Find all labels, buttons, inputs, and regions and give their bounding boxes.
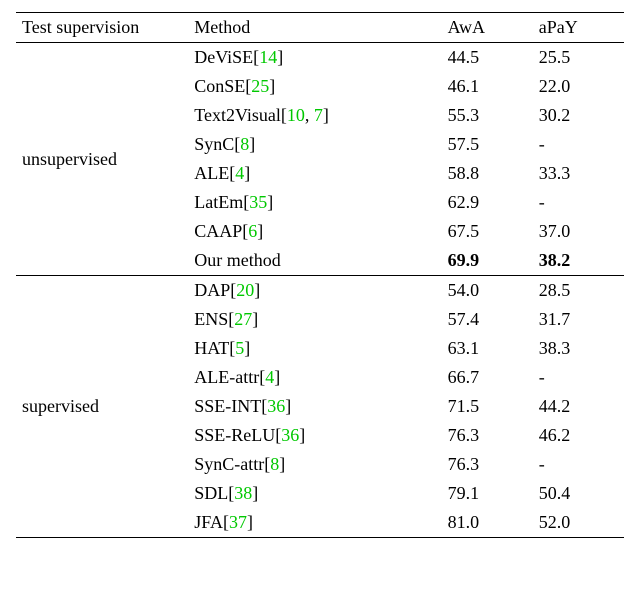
method-cell: ConSE[25] xyxy=(188,72,441,101)
citation-link[interactable]: 37 xyxy=(229,512,247,532)
method-cell: HAT[5] xyxy=(188,334,441,363)
method-cell: CAAP[6] xyxy=(188,217,441,246)
method-cell: JFA[37] xyxy=(188,508,441,538)
apay-cell: 52.0 xyxy=(533,508,624,538)
awa-cell: 57.5 xyxy=(442,130,533,159)
awa-cell: 81.0 xyxy=(442,508,533,538)
awa-cell: 69.9 xyxy=(442,246,533,276)
results-table: Test supervision Method AwA aPaY unsuper… xyxy=(16,12,624,538)
citation-link[interactable]: 4 xyxy=(235,163,244,183)
awa-cell: 62.9 xyxy=(442,188,533,217)
awa-cell: 57.4 xyxy=(442,305,533,334)
awa-cell: 79.1 xyxy=(442,479,533,508)
apay-cell: 33.3 xyxy=(533,159,624,188)
apay-cell: 37.0 xyxy=(533,217,624,246)
citation-link[interactable]: 7 xyxy=(314,105,323,125)
method-cell: ALE-attr[4] xyxy=(188,363,441,392)
citation-link[interactable]: 36 xyxy=(267,396,285,416)
method-cell: SDL[38] xyxy=(188,479,441,508)
method-cell: Our method xyxy=(188,246,441,276)
citation-link[interactable]: 35 xyxy=(249,192,267,212)
apay-cell: - xyxy=(533,130,624,159)
apay-cell: 50.4 xyxy=(533,479,624,508)
awa-cell: 63.1 xyxy=(442,334,533,363)
citation-link[interactable]: 27 xyxy=(234,309,252,329)
method-cell: SynC[8] xyxy=(188,130,441,159)
method-cell: DeViSE[14] xyxy=(188,43,441,73)
citation-link[interactable]: 10 xyxy=(287,105,305,125)
method-cell: LatEm[35] xyxy=(188,188,441,217)
method-cell: DAP[20] xyxy=(188,276,441,306)
method-cell: SSE-INT[36] xyxy=(188,392,441,421)
header-method: Method xyxy=(188,13,441,43)
apay-cell: - xyxy=(533,450,624,479)
method-cell: SynC-attr[8] xyxy=(188,450,441,479)
table-row: supervisedDAP[20]54.028.5 xyxy=(16,276,624,306)
awa-cell: 46.1 xyxy=(442,72,533,101)
header-supervision: Test supervision xyxy=(16,13,188,43)
header-awa: AwA xyxy=(442,13,533,43)
group-label: unsupervised xyxy=(16,43,188,276)
apay-cell: 25.5 xyxy=(533,43,624,73)
awa-cell: 76.3 xyxy=(442,450,533,479)
citation-link[interactable]: 4 xyxy=(265,367,274,387)
awa-cell: 44.5 xyxy=(442,43,533,73)
citation-link[interactable]: 14 xyxy=(259,47,277,67)
citation-link[interactable]: 36 xyxy=(281,425,299,445)
apay-cell: 46.2 xyxy=(533,421,624,450)
apay-cell: 31.7 xyxy=(533,305,624,334)
header-row: Test supervision Method AwA aPaY xyxy=(16,13,624,43)
citation-link[interactable]: 8 xyxy=(270,454,279,474)
citation-link[interactable]: 25 xyxy=(251,76,269,96)
awa-cell: 76.3 xyxy=(442,421,533,450)
citation-link[interactable]: 20 xyxy=(236,280,254,300)
method-cell: ENS[27] xyxy=(188,305,441,334)
awa-cell: 54.0 xyxy=(442,276,533,306)
awa-cell: 71.5 xyxy=(442,392,533,421)
apay-cell: - xyxy=(533,188,624,217)
awa-cell: 67.5 xyxy=(442,217,533,246)
apay-cell: 28.5 xyxy=(533,276,624,306)
method-cell: SSE-ReLU[36] xyxy=(188,421,441,450)
awa-cell: 55.3 xyxy=(442,101,533,130)
citation-link[interactable]: 38 xyxy=(234,483,252,503)
apay-cell: 22.0 xyxy=(533,72,624,101)
apay-cell: - xyxy=(533,363,624,392)
method-cell: Text2Visual[10, 7] xyxy=(188,101,441,130)
citation-link[interactable]: 8 xyxy=(240,134,249,154)
citation-link[interactable]: 6 xyxy=(248,221,257,241)
method-cell: ALE[4] xyxy=(188,159,441,188)
citation-link[interactable]: 5 xyxy=(235,338,244,358)
apay-cell: 38.3 xyxy=(533,334,624,363)
awa-cell: 66.7 xyxy=(442,363,533,392)
table-row: unsupervisedDeViSE[14]44.525.5 xyxy=(16,43,624,73)
apay-cell: 30.2 xyxy=(533,101,624,130)
awa-cell: 58.8 xyxy=(442,159,533,188)
apay-cell: 44.2 xyxy=(533,392,624,421)
header-apay: aPaY xyxy=(533,13,624,43)
apay-cell: 38.2 xyxy=(533,246,624,276)
group-label: supervised xyxy=(16,276,188,538)
